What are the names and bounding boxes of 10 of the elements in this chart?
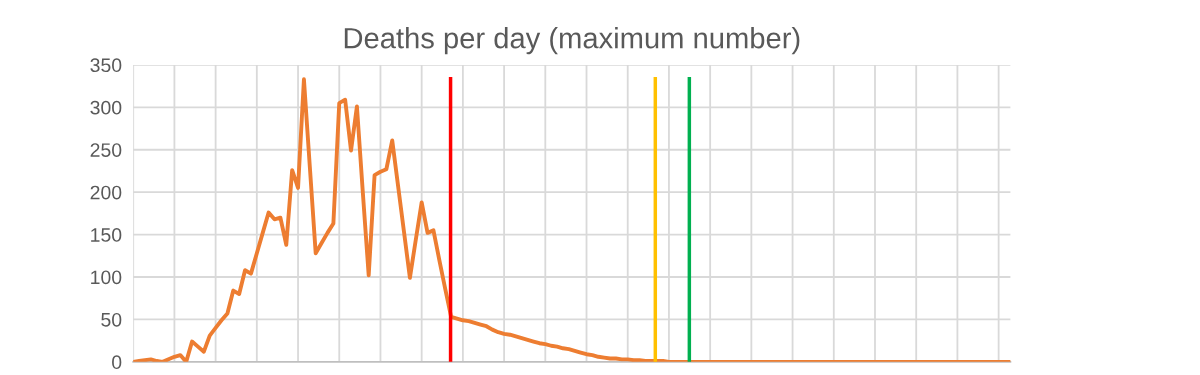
y-tick-label: 150 (91, 228, 122, 242)
y-tick-label: 0 (112, 355, 122, 370)
y-tick-label: 300 (90, 100, 122, 115)
y-tick-label: 200 (90, 185, 122, 200)
line-series (133, 77, 1011, 362)
chart-title: Deaths per day (maximum number) (344, 27, 800, 55)
y-tick-label: 50 (101, 312, 122, 327)
y-tick-label: 250 (90, 143, 122, 157)
y-tick-label: 350 (90, 58, 122, 73)
y-tick-label: 100 (91, 270, 122, 285)
